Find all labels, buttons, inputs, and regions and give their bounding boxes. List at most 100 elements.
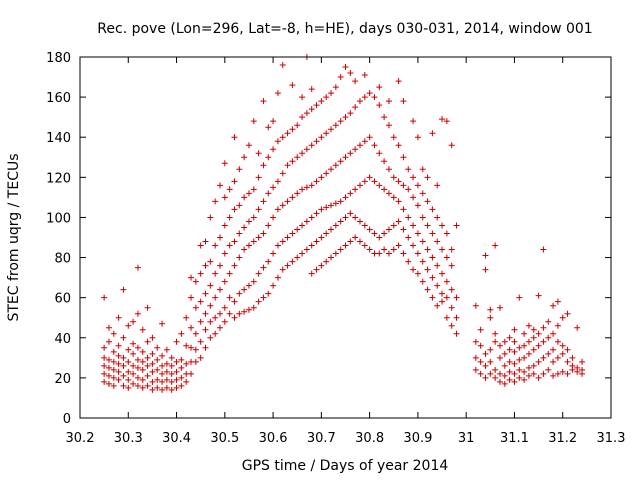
data-point — [192, 346, 199, 353]
data-point — [381, 230, 388, 237]
data-point — [144, 382, 151, 389]
data-point — [279, 62, 286, 69]
data-point — [328, 126, 335, 133]
data-point — [294, 226, 301, 233]
x-tick-label: 30.4 — [162, 431, 191, 446]
data-point — [381, 186, 388, 193]
data-point — [410, 222, 417, 229]
data-point — [443, 278, 450, 285]
data-point — [332, 122, 339, 129]
data-point — [376, 150, 383, 157]
data-point — [231, 178, 238, 185]
data-point — [294, 254, 301, 261]
data-point — [120, 334, 127, 341]
data-point — [376, 84, 383, 91]
data-point — [434, 182, 441, 189]
data-point — [501, 362, 508, 369]
data-point — [221, 278, 228, 285]
data-point — [270, 214, 277, 221]
data-point — [506, 334, 513, 341]
data-point — [323, 258, 330, 265]
data-point — [308, 242, 315, 249]
data-point — [371, 142, 378, 149]
data-point — [294, 190, 301, 197]
x-tick-label: 31.2 — [548, 431, 577, 446]
data-point — [332, 200, 339, 207]
data-point — [270, 146, 277, 153]
data-point — [332, 250, 339, 257]
data-point — [439, 290, 446, 297]
data-point — [535, 358, 542, 365]
data-point — [376, 182, 383, 189]
data-point — [385, 122, 392, 129]
data-point — [284, 262, 291, 269]
data-point — [125, 384, 132, 391]
y-tick-label: 60 — [54, 292, 71, 307]
data-point — [289, 158, 296, 165]
data-point — [525, 322, 532, 329]
data-point — [453, 294, 460, 301]
data-point — [530, 334, 537, 341]
data-point — [154, 376, 161, 383]
data-point — [424, 174, 431, 181]
data-point — [385, 226, 392, 233]
data-point — [207, 258, 214, 265]
data-point — [545, 318, 552, 325]
data-point — [226, 186, 233, 193]
data-point — [443, 314, 450, 321]
data-point — [429, 274, 436, 281]
data-point — [299, 150, 306, 157]
data-point — [579, 358, 586, 365]
data-point — [366, 90, 373, 97]
data-point — [429, 254, 436, 261]
data-point — [192, 278, 199, 285]
data-point — [130, 350, 137, 357]
data-point — [226, 310, 233, 317]
data-point — [274, 138, 281, 145]
data-point — [395, 142, 402, 149]
data-point — [241, 308, 248, 315]
data-point — [134, 344, 141, 351]
x-tick-label: 30.6 — [259, 431, 288, 446]
data-point — [328, 226, 335, 233]
data-point — [231, 314, 238, 321]
data-point — [550, 372, 557, 379]
data-point — [472, 366, 479, 373]
axis-ticks: 30.2 30.3 30.4 30.5 30.6 30.7 30.8 30.9 31 31.1 31… — [46, 51, 625, 446]
data-point — [501, 338, 508, 345]
data-point — [154, 344, 161, 351]
data-point — [414, 182, 421, 189]
data-point — [284, 130, 291, 137]
data-point — [574, 364, 581, 371]
data-point — [250, 304, 257, 311]
data-point — [318, 98, 325, 105]
data-point — [385, 98, 392, 105]
data-point — [139, 366, 146, 373]
data-point — [303, 218, 310, 225]
data-point — [352, 214, 359, 221]
data-point — [163, 368, 170, 375]
data-point — [212, 242, 219, 249]
data-point — [540, 246, 547, 253]
data-point — [487, 306, 494, 313]
data-point — [216, 234, 223, 241]
data-point — [197, 338, 204, 345]
data-point — [144, 338, 151, 345]
data-point — [226, 294, 233, 301]
data-point — [260, 230, 267, 237]
data-point — [414, 134, 421, 141]
data-point — [342, 64, 349, 71]
data-point — [134, 310, 141, 317]
data-point — [231, 298, 238, 305]
data-point — [173, 338, 180, 345]
x-tick-label: 30.8 — [355, 431, 384, 446]
data-point — [361, 178, 368, 185]
data-point — [173, 376, 180, 383]
data-point — [168, 362, 175, 369]
data-point — [188, 324, 195, 331]
data-point — [130, 362, 137, 369]
data-point — [540, 354, 547, 361]
data-point — [125, 358, 132, 365]
data-point — [352, 78, 359, 85]
data-point — [400, 206, 407, 213]
